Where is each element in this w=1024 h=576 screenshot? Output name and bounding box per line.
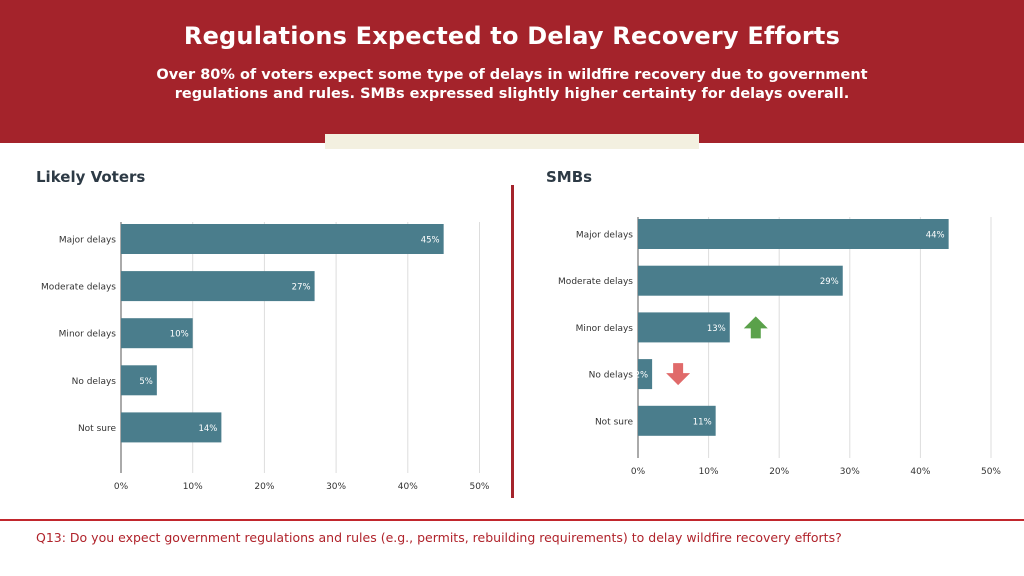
voters-chart-title: Likely Voters — [36, 168, 146, 186]
x-tick-label: 0% — [114, 482, 129, 492]
data-label: 44% — [926, 231, 945, 241]
x-tick-label: 30% — [840, 467, 860, 477]
data-label: 11% — [693, 417, 712, 427]
panel-divider — [511, 185, 514, 498]
category-label: Minor delays — [59, 330, 117, 340]
bar — [121, 412, 222, 443]
bar — [638, 359, 653, 390]
smb-bar-chart: 0% 10% 20% 30% 40% 50% Major delays 44% Moderate… — [558, 217, 1001, 477]
category-label: Moderate delays — [41, 283, 116, 293]
bar — [121, 318, 193, 349]
data-label: 27% — [292, 283, 311, 293]
question-footnote: Q13: Do you expect government regulation… — [36, 530, 842, 545]
bar — [121, 365, 157, 396]
category-label: Major delays — [576, 231, 633, 241]
x-tick-label: 30% — [326, 482, 346, 492]
x-tick-label: 20% — [769, 467, 789, 477]
x-tick-label: 50% — [469, 482, 489, 492]
x-tick-label: 0% — [631, 467, 646, 477]
data-label: 14% — [198, 424, 217, 434]
voters-bar-chart: 0% 10% 20% 30% 40% 50% Major delays 45% Moderate… — [41, 222, 490, 492]
x-tick-label: 10% — [183, 482, 203, 492]
header-banner: Regulations Expected to Delay Recovery E… — [0, 0, 1024, 143]
footer-divider — [0, 519, 1024, 521]
data-label: 5% — [139, 377, 153, 387]
x-tick-label: 20% — [254, 482, 274, 492]
category-label: Minor delays — [576, 324, 634, 334]
category-label: Not sure — [595, 417, 634, 427]
category-label: Moderate delays — [558, 277, 633, 287]
x-tick-label: 40% — [910, 467, 930, 477]
bar — [638, 219, 949, 249]
smb-chart-title: SMBs — [546, 168, 593, 186]
category-label: No delays — [72, 377, 117, 387]
category-label: Major delays — [59, 236, 116, 246]
arrow-down-icon — [666, 363, 691, 386]
category-label: Not sure — [78, 424, 117, 434]
x-tick-label: 50% — [981, 467, 1001, 477]
page-title: Regulations Expected to Delay Recovery E… — [183, 22, 841, 50]
bar — [638, 265, 843, 296]
bar — [638, 312, 730, 343]
bar — [121, 271, 315, 302]
data-label: 13% — [707, 324, 726, 334]
page-subtitle: Over 80% of voters expect some type of d… — [156, 67, 868, 102]
data-label: 10% — [170, 330, 189, 340]
bar — [638, 405, 716, 436]
data-label: 2% — [635, 371, 649, 381]
data-label: 45% — [421, 236, 440, 246]
category-label: No delays — [589, 371, 634, 381]
x-tick-label: 10% — [699, 467, 719, 477]
arrow-up-icon — [743, 316, 768, 339]
x-tick-label: 40% — [398, 482, 418, 492]
data-label: 29% — [820, 277, 839, 287]
decorative-bar — [325, 134, 699, 149]
bar — [121, 224, 444, 254]
